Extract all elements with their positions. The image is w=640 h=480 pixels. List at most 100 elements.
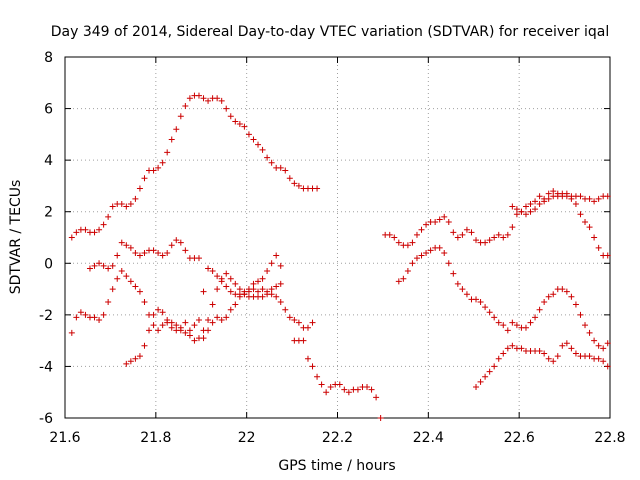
data-point-sat-g [577,311,584,318]
data-point-sat-a [91,229,98,236]
data-point-sat-a [218,97,225,104]
data-point-sat-h [550,358,557,365]
data-point-sat-b [182,319,189,326]
data-point-sat-c [114,252,121,259]
data-point-sat-a [245,131,252,138]
data-point-sat-b [73,314,80,321]
data-point-sat-f [491,234,498,241]
data-point-sat-f [418,226,425,233]
data-point-sat-a [205,97,212,104]
data-point-sat-d [191,322,198,329]
data-point-sat-g [527,319,534,326]
data-point-sat-f [591,198,598,205]
axis-ticks [64,56,611,419]
data-point-sat-d [164,317,171,324]
data-point-sat-i [577,211,584,218]
data-point-sat-b [150,322,157,329]
data-point-sat-b [155,327,162,334]
data-point-sat-a [236,121,243,128]
x-tick-label: 22.6 [504,430,535,446]
data-point-sat-b [159,322,166,329]
data-point-sat-d [232,301,239,308]
data-point-sat-b [309,319,316,326]
data-point-sat-f [391,234,398,241]
data-point-sat-d [223,314,230,321]
data-point-sat-g [413,255,420,262]
data-point-sat-b [77,309,84,316]
data-point-sat-g [400,275,407,282]
data-point-sat-c [227,288,234,295]
data-point-sat-h [518,345,525,352]
data-point-sat-b [132,283,139,290]
data-point-sat-b [209,301,216,308]
data-point-sat-f [404,242,411,249]
data-point-sat-d [123,360,130,367]
data-point-sat-f [604,193,611,200]
data-point-sat-c [91,262,98,269]
data-point-sat-d [255,288,262,295]
data-point-sat-e [309,363,316,370]
data-point-sat-g [404,268,411,275]
data-point-sat-g [423,249,430,256]
data-point-sat-c [268,260,275,267]
data-point-sat-g [586,329,593,336]
data-point-sat-i [527,200,534,207]
data-point-sat-b [68,329,75,336]
data-point-sat-b [291,317,298,324]
data-point-sat-c [223,283,230,290]
data-point-sat-b [277,298,284,305]
data-point-sat-h [504,345,511,352]
data-point-sat-b [286,314,293,321]
data-point-sat-d [259,286,266,293]
data-point-sat-a [164,149,171,156]
data-point-sat-c [209,268,216,275]
data-point-sat-b [123,273,130,280]
data-point-sat-b [227,275,234,282]
data-point-sat-c [205,265,212,272]
data-point-sat-i [591,234,598,241]
data-point-sat-b [82,311,89,318]
data-point-sat-d [177,327,184,334]
data-point-sat-a [82,226,89,233]
data-point-sat-f [513,211,520,218]
data-point-sat-d [268,286,275,293]
data-point-sat-b [191,337,198,344]
data-point-sat-e [377,415,384,421]
data-point-sat-i [586,224,593,231]
data-point-sat-e [368,386,375,393]
data-point-sat-d [155,306,162,313]
data-point-sat-a [141,175,148,182]
data-point-sat-e [300,337,307,344]
data-point-sat-e [318,381,325,388]
data-point-sat-b [295,319,302,326]
x-tick-label: 22.4 [413,430,444,446]
data-point-sat-f [482,239,489,246]
data-point-sat-h [491,363,498,370]
data-point-sat-a [177,113,184,120]
data-point-sat-a [186,95,193,102]
data-point-sat-h [500,350,507,357]
data-point-sat-a [282,167,289,174]
data-point-sat-c [136,252,143,259]
y-tick-label: 4 [44,153,53,169]
data-point-sat-d [159,309,166,316]
y-tick-label: -4 [39,359,53,375]
data-point-sat-g [495,319,502,326]
data-point-sat-g [550,291,557,298]
data-point-sat-h [482,373,489,380]
data-point-sat-c [164,249,171,256]
data-point-sat-a [173,126,180,133]
data-point-sat-g [541,298,548,305]
data-point-sat-b [304,324,311,331]
y-axis-label: SDTVAR / TECUs [8,180,24,295]
data-point-sat-a [168,136,175,143]
data-point-sat-g [463,291,470,298]
data-point-sat-c [264,268,271,275]
data-point-sat-g [477,298,484,305]
data-point-sat-h [495,355,502,362]
data-point-sat-i [554,190,561,197]
data-point-sat-b [91,314,98,321]
data-point-sat-c [123,242,130,249]
data-point-sat-d [214,314,221,321]
